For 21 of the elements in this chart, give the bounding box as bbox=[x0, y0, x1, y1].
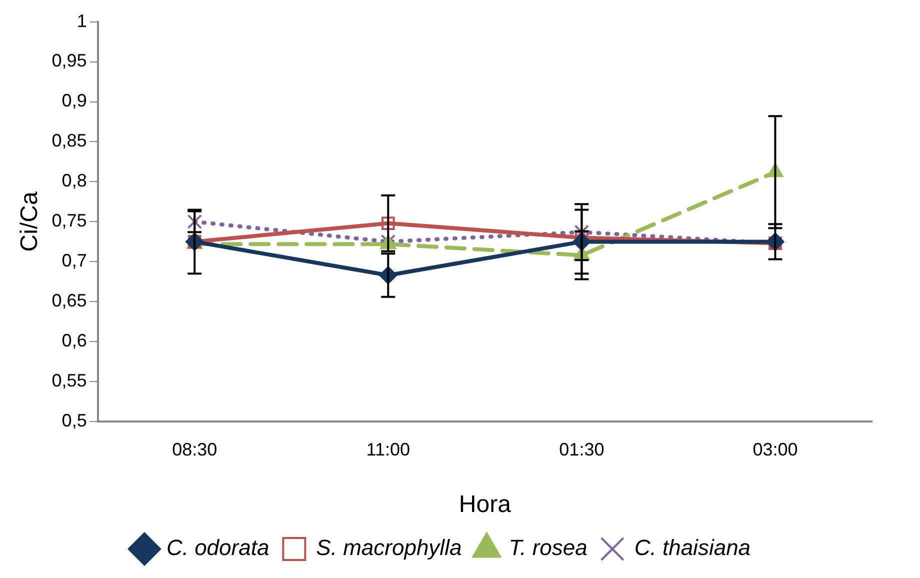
y-tick-label: 0,95 bbox=[52, 50, 87, 71]
y-tick-label: 0,6 bbox=[62, 330, 87, 351]
y-tick-label: 0,65 bbox=[52, 290, 87, 311]
y-tick-label: 0,7 bbox=[62, 250, 87, 271]
legend-label: C. odorata bbox=[166, 535, 270, 560]
y-tick-label: 0,75 bbox=[52, 210, 87, 231]
y-tick-label: 0,85 bbox=[52, 130, 87, 151]
x-tick-label: 01:30 bbox=[559, 439, 604, 460]
legend-label: C. thaisiana bbox=[634, 535, 751, 560]
y-tick-label: 0,9 bbox=[62, 90, 87, 111]
legend-label: S. macrophylla bbox=[316, 535, 462, 560]
y-tick-label: 0,5 bbox=[62, 410, 87, 431]
x-tick-label: 03:00 bbox=[752, 439, 798, 460]
y-tick-label: 0,55 bbox=[52, 370, 87, 391]
x-tick-label: 08:30 bbox=[172, 439, 218, 460]
legend-label: T. rosea bbox=[508, 535, 588, 560]
y-tick-label: 0,8 bbox=[62, 170, 87, 191]
y-axis-title: Ci/Ca bbox=[16, 191, 44, 252]
y-tick-label: 1 bbox=[76, 10, 87, 31]
x-axis-title: Hora bbox=[458, 491, 512, 518]
x-tick-label: 11:00 bbox=[366, 439, 410, 460]
